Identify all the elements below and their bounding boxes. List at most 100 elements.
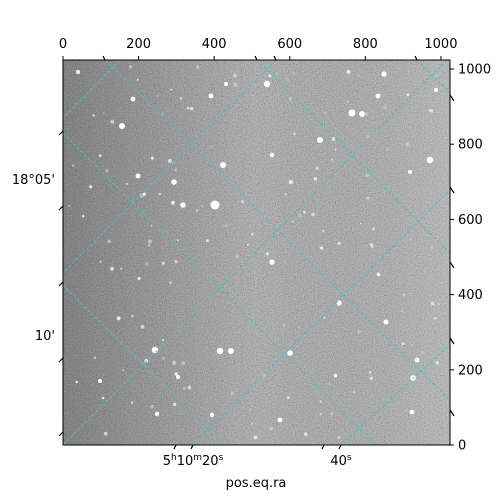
faint-star	[268, 74, 272, 78]
faint-star	[147, 239, 152, 244]
star	[408, 170, 412, 174]
faint-star	[435, 74, 439, 78]
faint-star	[136, 78, 139, 81]
faint-star	[320, 246, 324, 250]
star-field	[67, 64, 444, 440]
y-tick-label: 600	[458, 213, 483, 228]
faint-star	[240, 200, 245, 204]
star	[263, 80, 271, 88]
faint-star	[285, 77, 290, 82]
faint-star	[383, 105, 388, 110]
x-tick-label: 800	[353, 37, 378, 52]
faint-star	[437, 302, 441, 306]
wcs-tick-mark	[449, 261, 455, 269]
faint-star	[433, 316, 437, 320]
faint-star	[409, 238, 412, 240]
wcs-tick-marks	[58, 55, 455, 450]
faint-star	[323, 316, 326, 319]
faint-star	[161, 356, 166, 361]
faint-star	[291, 220, 295, 223]
wcs-tick-mark	[254, 55, 258, 61]
wcs-tick-mark	[58, 281, 64, 287]
faint-star	[290, 387, 293, 390]
star	[410, 375, 416, 381]
faint-star	[230, 391, 235, 396]
faint-star	[298, 213, 302, 218]
faint-star	[337, 435, 341, 440]
faint-star	[255, 332, 258, 335]
faint-star	[420, 350, 424, 355]
faint-star	[148, 244, 151, 247]
faint-star	[352, 390, 356, 394]
faint-star	[401, 342, 405, 346]
faint-star	[235, 254, 239, 259]
faint-star	[334, 148, 337, 151]
star	[269, 259, 275, 265]
faint-star	[160, 112, 165, 116]
faint-star	[324, 111, 327, 115]
faint-star	[150, 156, 154, 160]
faint-star	[101, 396, 105, 400]
grid-line	[340, 343, 450, 445]
star	[119, 123, 125, 129]
faint-star	[179, 97, 183, 100]
faint-star	[130, 401, 134, 404]
faint-star	[346, 69, 351, 74]
faint-star	[161, 261, 165, 265]
faint-star	[173, 402, 177, 407]
faint-star	[253, 435, 258, 440]
faint-star	[409, 293, 412, 295]
faint-star	[226, 224, 229, 226]
faint-star	[265, 252, 270, 256]
x-tick-label: 0	[59, 37, 67, 52]
star	[277, 417, 283, 423]
faint-star	[315, 166, 319, 171]
faint-star	[283, 324, 285, 327]
faint-star	[303, 210, 306, 214]
star	[434, 88, 438, 92]
faint-star	[232, 73, 237, 78]
faint-star	[75, 380, 79, 384]
star	[287, 350, 293, 356]
y-tick-label: 200	[458, 363, 483, 378]
faint-star	[360, 222, 362, 225]
faint-star	[254, 302, 258, 306]
faint-star	[376, 272, 381, 277]
wcs-tick-mark	[449, 94, 455, 102]
y-tick-label: 1000	[458, 63, 491, 78]
y-tick-label: 400	[458, 288, 483, 303]
faint-star	[329, 411, 334, 416]
faint-star	[366, 134, 370, 139]
faint-star	[439, 426, 444, 431]
faint-star	[319, 400, 322, 403]
wcs-tick-mark	[190, 444, 194, 450]
faint-star	[181, 361, 186, 366]
faint-star	[183, 387, 186, 390]
faint-star	[224, 418, 227, 422]
faint-star	[430, 301, 435, 306]
star	[151, 346, 159, 354]
star	[171, 179, 177, 185]
faint-star	[128, 64, 133, 69]
faint-star	[368, 370, 372, 374]
star	[426, 156, 434, 164]
wcs-tick-mark	[449, 186, 455, 194]
wcs-tick-mark	[449, 409, 455, 417]
wcs-tick-mark	[58, 205, 64, 211]
wcs-tick-mark	[414, 55, 418, 61]
faint-star	[251, 422, 253, 425]
faint-star	[372, 227, 376, 231]
faint-star	[367, 364, 370, 367]
grid-line	[63, 60, 448, 445]
faint-star	[190, 106, 194, 111]
faint-star	[366, 196, 370, 200]
star	[359, 111, 365, 117]
star	[180, 202, 186, 208]
faint-star	[249, 408, 252, 411]
y-tick-label: 800	[458, 138, 483, 153]
coordinate-grid	[63, 60, 450, 445]
star	[176, 375, 180, 379]
faint-star	[107, 239, 111, 244]
faint-star	[98, 154, 102, 158]
